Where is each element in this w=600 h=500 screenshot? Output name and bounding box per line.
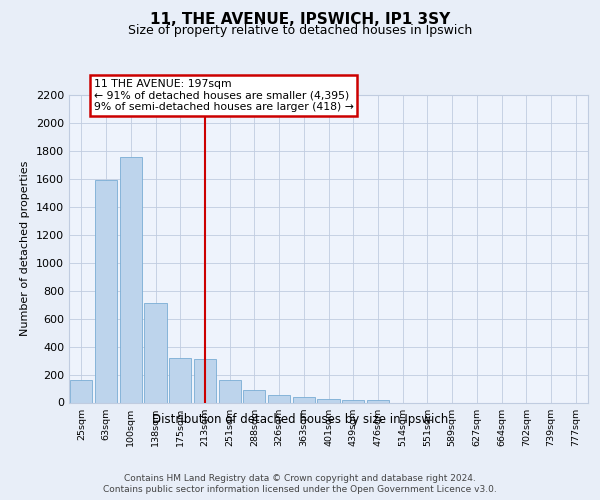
Text: Size of property relative to detached houses in Ipswich: Size of property relative to detached ho…	[128, 24, 472, 37]
Bar	[145, 304, 167, 402]
Text: 11 THE AVENUE: 197sqm
← 91% of detached houses are smaller (4,395)
9% of semi-de: 11 THE AVENUE: 197sqm ← 91% of detached …	[94, 78, 353, 112]
Bar	[268, 395, 290, 402]
Bar	[95, 180, 117, 402]
Bar	[218, 380, 241, 402]
Bar	[243, 390, 265, 402]
Bar	[367, 400, 389, 402]
Bar	[169, 358, 191, 403]
Y-axis label: Number of detached properties: Number of detached properties	[20, 161, 31, 336]
Bar	[342, 400, 364, 402]
Bar	[194, 359, 216, 403]
Bar	[317, 399, 340, 402]
Text: 11, THE AVENUE, IPSWICH, IP1 3SY: 11, THE AVENUE, IPSWICH, IP1 3SY	[150, 12, 450, 28]
Text: Contains public sector information licensed under the Open Government Licence v3: Contains public sector information licen…	[103, 485, 497, 494]
Bar	[293, 397, 315, 402]
Bar	[70, 380, 92, 402]
Text: Contains HM Land Registry data © Crown copyright and database right 2024.: Contains HM Land Registry data © Crown c…	[124, 474, 476, 483]
Bar	[119, 156, 142, 402]
Text: Distribution of detached houses by size in Ipswich: Distribution of detached houses by size …	[152, 412, 448, 426]
